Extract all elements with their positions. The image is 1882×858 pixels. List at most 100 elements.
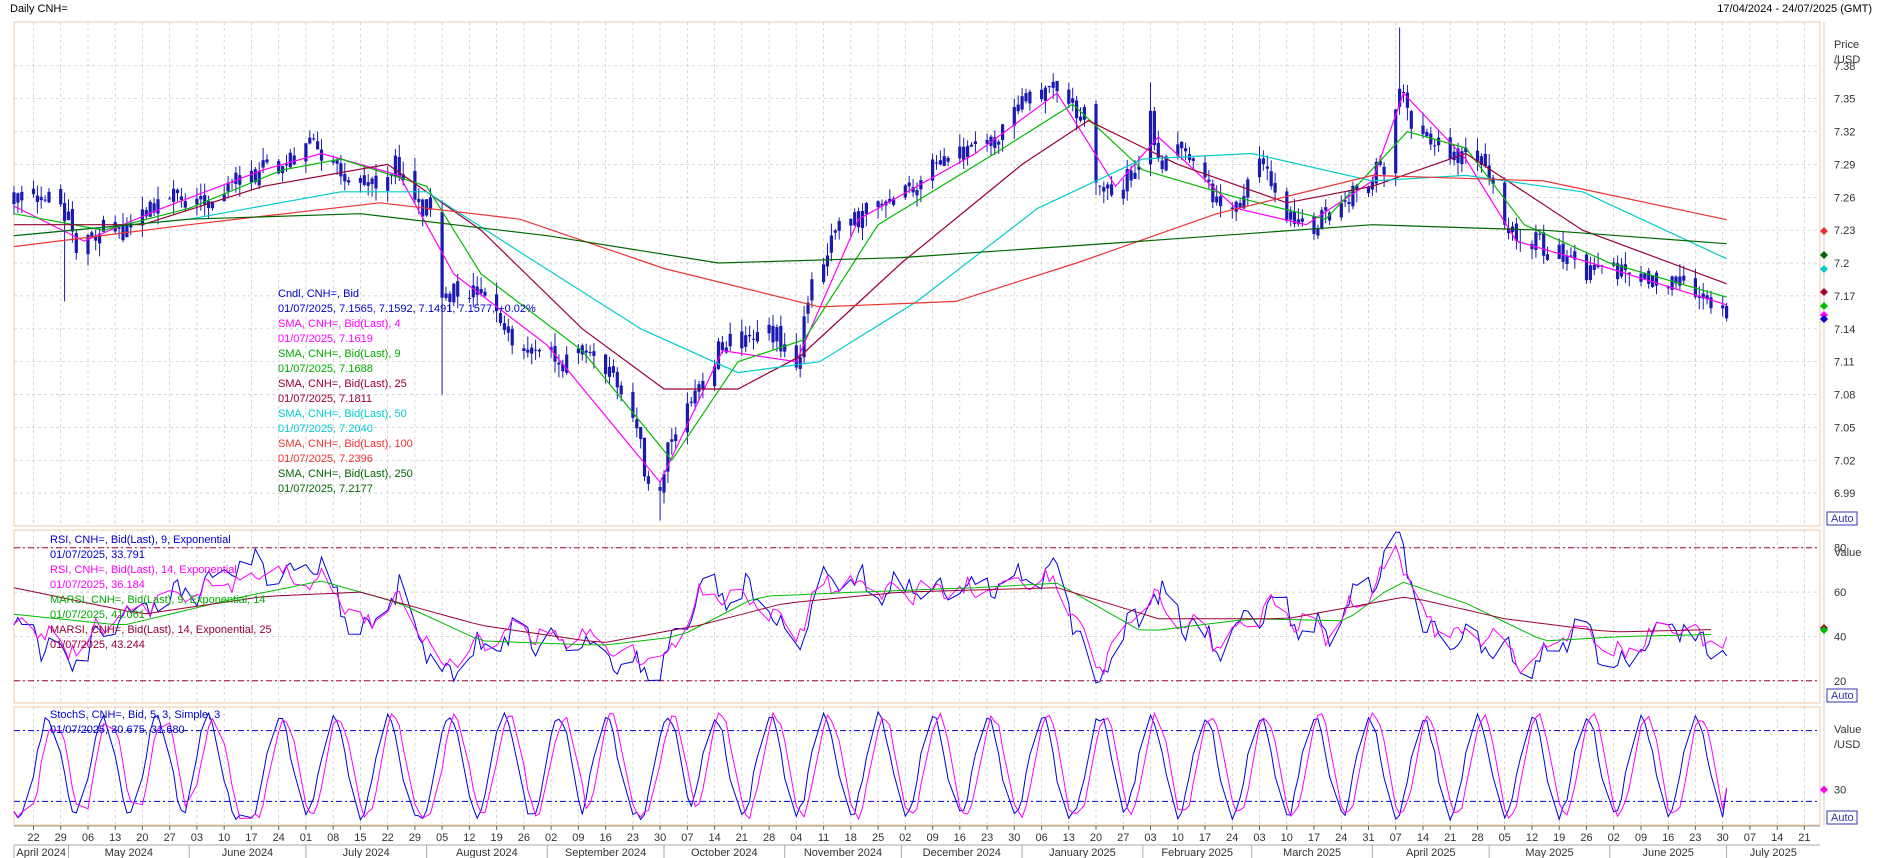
candle-body — [316, 141, 320, 150]
price-auto-button[interactable]: Auto — [1826, 511, 1858, 526]
candle-body — [1565, 255, 1569, 264]
candle-body — [312, 138, 316, 140]
legend-value: 01/07/2025, 7.1619 — [278, 333, 373, 345]
x-tick-label: 10 — [1281, 832, 1293, 844]
candle-body — [308, 137, 312, 144]
x-tick-label: 31 — [1362, 832, 1374, 844]
candle-body — [1328, 212, 1332, 221]
candle-body — [631, 391, 635, 418]
candle-body — [1491, 177, 1495, 184]
candle-body — [1530, 243, 1534, 250]
x-tick-label: 14 — [1417, 832, 1429, 844]
candle-body — [117, 227, 121, 229]
candle-body — [1156, 142, 1160, 158]
rsi-tick-label: 40 — [1834, 632, 1846, 644]
candle-body — [1067, 89, 1071, 104]
price-legend: Cndl, CNH=, Bid 01/07/2025, 7.1565, 7.159… — [278, 288, 536, 495]
month-label: May 2024 — [105, 847, 153, 858]
candle-body — [456, 281, 460, 297]
candle-body — [1211, 183, 1215, 203]
x-tick-label: 12 — [1526, 832, 1538, 844]
candle-body — [1670, 276, 1674, 290]
x-tick-label: 17 — [1199, 832, 1211, 844]
month-label: October 2024 — [691, 847, 758, 858]
legend-value: 01/07/2025, 33.791 — [50, 549, 145, 561]
x-tick-label: 30 — [1008, 832, 1020, 844]
candle-body — [1024, 93, 1028, 102]
candle-body — [969, 144, 974, 147]
month-label: March 2025 — [1283, 847, 1341, 858]
rsi-auto-button[interactable]: Auto — [1826, 688, 1858, 703]
price-marker — [1820, 315, 1828, 323]
candle-body — [265, 159, 269, 163]
candle-body — [561, 364, 565, 372]
x-tick-label: 05 — [436, 832, 448, 844]
candle-body — [253, 169, 257, 183]
candle-body — [1320, 210, 1324, 230]
x-tick-label: 27 — [1117, 832, 1129, 844]
candle-body — [1285, 191, 1289, 221]
auto-button-frame[interactable] — [1826, 511, 1858, 526]
candle-body — [1425, 132, 1429, 137]
x-tick-label: 06 — [82, 832, 94, 844]
candle-body — [1242, 196, 1246, 209]
x-tick-label: 27 — [164, 832, 176, 844]
month-label: April 2025 — [1406, 847, 1456, 858]
month-label: January 2025 — [1049, 847, 1116, 858]
candle-body — [1627, 272, 1631, 275]
candle-body — [584, 350, 588, 353]
x-tick-label: 10 — [218, 832, 230, 844]
candle-body — [1479, 156, 1483, 165]
month-label: August 2024 — [456, 847, 518, 858]
candle-body — [1705, 295, 1709, 300]
candle-body — [428, 197, 433, 210]
candle-body — [284, 164, 289, 166]
candle-body — [498, 313, 503, 323]
candle-body — [611, 366, 615, 373]
candle-body — [1316, 227, 1320, 236]
candle-body — [156, 199, 160, 214]
candle-body — [172, 188, 176, 202]
x-tick-label: 21 — [1798, 832, 1810, 844]
legend-label: SMA, CNH=, Bid(Last), 250 — [278, 468, 413, 480]
candle-body — [448, 293, 452, 302]
candle-body — [1619, 264, 1624, 277]
candle-body — [938, 160, 942, 165]
stoch-marker — [1820, 785, 1828, 794]
candle-body — [203, 195, 207, 205]
candle-body — [125, 224, 129, 238]
x-tick-label: 20 — [1090, 832, 1102, 844]
candle-body — [822, 264, 826, 283]
candle-body — [1721, 305, 1725, 309]
x-tick-label: 29 — [55, 832, 67, 844]
candle-body — [366, 182, 370, 186]
candle-body — [1643, 273, 1647, 280]
price-tick-label: 7.29 — [1834, 159, 1855, 171]
legend-value: 01/07/2025, 30.675, 31.680 — [50, 724, 185, 736]
stoch-tick-label: 30 — [1834, 785, 1846, 797]
candle-body — [35, 195, 39, 202]
candle-body — [1588, 265, 1592, 280]
x-tick-label: 09 — [1635, 832, 1647, 844]
x-tick-label: 20 — [136, 832, 148, 844]
auto-button-frame[interactable] — [1826, 688, 1858, 703]
candle-body — [864, 203, 868, 215]
candle-body — [74, 233, 78, 253]
price-unit: Price — [1834, 39, 1859, 51]
x-tick-label: 19 — [490, 832, 502, 844]
candle-body — [1405, 92, 1409, 108]
stoch-auto-button[interactable]: Auto — [1826, 810, 1858, 825]
candle-body — [1542, 232, 1546, 256]
candle-body — [1001, 124, 1005, 140]
candle-body — [506, 326, 510, 333]
auto-button-frame[interactable] — [1826, 810, 1858, 825]
price-tick-label: 7.38 — [1834, 61, 1855, 73]
candle-body — [1709, 297, 1713, 309]
x-tick-label: 12 — [463, 832, 475, 844]
candle-body — [1207, 179, 1211, 182]
x-tick-label: 09 — [572, 832, 584, 844]
candle-body — [720, 342, 724, 351]
candle-body — [1047, 86, 1051, 88]
x-tick-label: 03 — [1253, 832, 1265, 844]
